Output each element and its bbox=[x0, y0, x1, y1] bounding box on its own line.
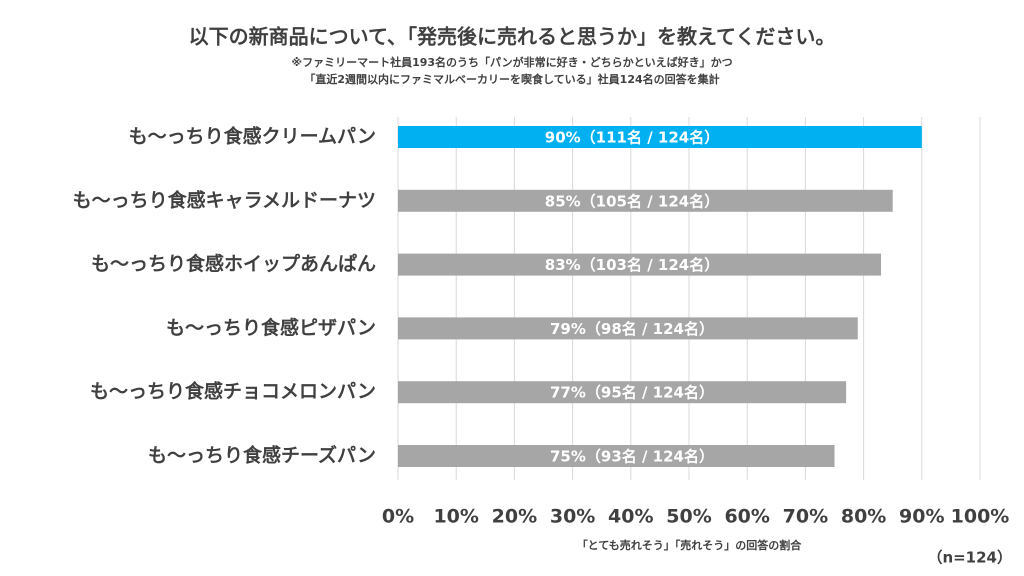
x-tick-label: 90% bbox=[899, 506, 944, 528]
y-tick-label: も～っちり食感キャラメルドーナツ bbox=[73, 188, 376, 211]
value-label: 75%（93名 / 124名） bbox=[550, 448, 714, 466]
x-tick-label: 100% bbox=[951, 506, 1010, 528]
x-tick-label: 80% bbox=[841, 506, 886, 528]
x-tick-label: 70% bbox=[783, 506, 828, 528]
y-tick-label: も～っちり食感ピザパン bbox=[166, 316, 376, 339]
bar bbox=[398, 253, 882, 276]
x-tick-label: 20% bbox=[492, 506, 537, 528]
y-tick-label: も～っちり食感ホイップあんぱん bbox=[91, 252, 376, 275]
subtitle: ※ファミリーマート社員193名のうち「パンが非常に好き・どちらかといえば好き」か… bbox=[291, 55, 732, 69]
chart-title: 以下の新商品について、「発売後に売れると思うか」を教えてください。 bbox=[189, 25, 836, 49]
value-label: 90%（111名 / 124名） bbox=[545, 129, 719, 147]
value-label: 83%（103名 / 124名） bbox=[545, 256, 719, 274]
value-label: 85%（105名 / 124名） bbox=[545, 192, 719, 210]
x-tick-label: 40% bbox=[608, 506, 653, 528]
x-tick-label: 0% bbox=[382, 506, 414, 528]
value-label: 77%（95名 / 124名） bbox=[550, 384, 714, 402]
x-tick-label: 50% bbox=[666, 506, 711, 528]
y-tick-label: も～っちり食感チーズパン bbox=[148, 444, 376, 467]
x-tick-label: 30% bbox=[550, 506, 595, 528]
bar bbox=[398, 189, 893, 212]
bar bbox=[398, 381, 847, 404]
bar bbox=[398, 317, 858, 340]
y-tick-label: も～っちり食感クリームパン bbox=[129, 125, 376, 148]
x-tick-label: 10% bbox=[433, 506, 478, 528]
x-tick-label: 60% bbox=[724, 506, 769, 528]
y-tick-label: も～っちり食感チョコメロンパン bbox=[90, 380, 376, 403]
bar bbox=[398, 445, 835, 467]
bar bbox=[398, 126, 922, 148]
note: （n=124） bbox=[927, 549, 1012, 567]
subtitle: 「直近2週間以内にファミマルベーカリーを喫食している」社員124名の回答を集計 bbox=[304, 72, 719, 86]
x-axis-label: 「とても売れそう」「売れそう」の回答の割合 bbox=[577, 538, 803, 552]
value-label: 79%（98名 / 124名） bbox=[550, 320, 714, 338]
